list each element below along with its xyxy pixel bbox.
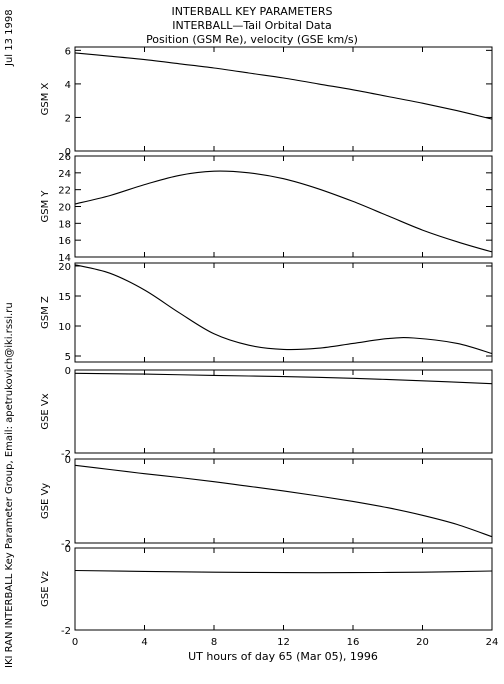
y-tick-label-gsm-z: 20: [58, 262, 71, 273]
panel-gse-vz: 0 -2 GSE Vz: [40, 544, 493, 637]
y-axis-label-gsm-z: GSM Z: [40, 296, 51, 329]
y-tick-label-gsm-y: 22: [58, 186, 71, 197]
credit-line: IKI RAN INTERBALL Key Parameter Group, E…: [4, 302, 15, 668]
figure-title-line3: Position (GSM Re), velocity (GSE km/s): [146, 33, 358, 46]
y-axis-label-gse-vy: GSE Vy: [40, 483, 51, 519]
panel-frame-gse-vy: [74, 458, 493, 544]
y-tick-label-gsm-x: 6: [65, 46, 71, 57]
x-tick-label: 16: [347, 637, 360, 648]
panel-gsm-z: 5 10 15 20 GSM Z: [40, 262, 493, 363]
panel-frame-gse-vx: [74, 369, 493, 454]
y-tick-label-gse-vz: -2: [61, 626, 71, 637]
y-tick-label-gsm-y: 26: [58, 152, 71, 163]
panel-frame-gse-vz: [74, 547, 493, 631]
series-line-gse-vx: [74, 372, 493, 385]
x-tick-label: 0: [72, 637, 78, 648]
y-tick-label-gsm-x: 0: [65, 147, 71, 158]
y-tick-label-gse-vz: 0: [65, 544, 71, 555]
y-tick-label-gse-vy: -2: [61, 539, 71, 550]
y-tick-label-gsm-x: 4: [65, 80, 71, 91]
panel-gsm-x: 0 2 4 6 GSM X: [40, 46, 493, 158]
figure-title-line1: INTERBALL KEY PARAMETERS: [172, 5, 333, 18]
series-line-gsm-y: [74, 170, 493, 253]
y-axis-label-gse-vz: GSE Vz: [40, 571, 51, 607]
y-tick-label-gsm-y: 24: [58, 169, 71, 180]
series-line-gse-vz: [74, 569, 493, 574]
panel-gsm-y: 14 16 18 20 22 24 26 GSM Y: [40, 152, 493, 264]
y-tick-label-gsm-z: 10: [58, 322, 71, 333]
y-tick-label-gse-vx: -2: [61, 449, 71, 460]
y-tick-label-gse-vy: 0: [65, 455, 71, 466]
panel-frame-gsm-y: [74, 155, 493, 258]
series-line-gsm-z: [74, 264, 493, 355]
y-tick-label-gse-vx: 0: [65, 366, 71, 377]
y-tick-label-gsm-y: 18: [58, 219, 71, 230]
panel-gse-vy: 0 -2 GSE Vy: [40, 455, 493, 550]
x-axis-label: UT hours of day 65 (Mar 05), 1996: [188, 650, 378, 663]
series-line-gse-vy: [74, 464, 493, 538]
x-tick-label: 4: [141, 637, 147, 648]
date-stamp: Jul 13 1998: [4, 9, 15, 67]
x-tick-label: 8: [211, 637, 217, 648]
y-tick-label-gsm-y: 16: [58, 236, 71, 247]
y-axis-label-gsm-x: GSM X: [40, 82, 51, 115]
panel-frame-gsm-x: [74, 46, 493, 152]
panel-gse-vx: 0 -2 GSE Vx: [40, 366, 493, 460]
y-tick-label-gsm-x: 2: [65, 113, 71, 124]
x-tick-label: 12: [277, 637, 290, 648]
x-tick-label: 24: [486, 637, 499, 648]
x-tick-label: 20: [416, 637, 429, 648]
y-tick-label-gsm-y: 14: [58, 253, 71, 264]
y-axis-label-gse-vx: GSE Vx: [40, 393, 51, 429]
y-tick-label-gsm-z: 5: [65, 352, 71, 363]
panel-frame-gsm-z: [74, 262, 493, 363]
series-line-gsm-x: [74, 52, 493, 120]
figure-title-line2: INTERBALL—Tail Orbital Data: [172, 19, 331, 32]
y-tick-label-gsm-y: 20: [58, 203, 71, 214]
y-axis-label-gsm-y: GSM Y: [40, 190, 51, 223]
y-tick-label-gsm-z: 15: [58, 292, 71, 303]
